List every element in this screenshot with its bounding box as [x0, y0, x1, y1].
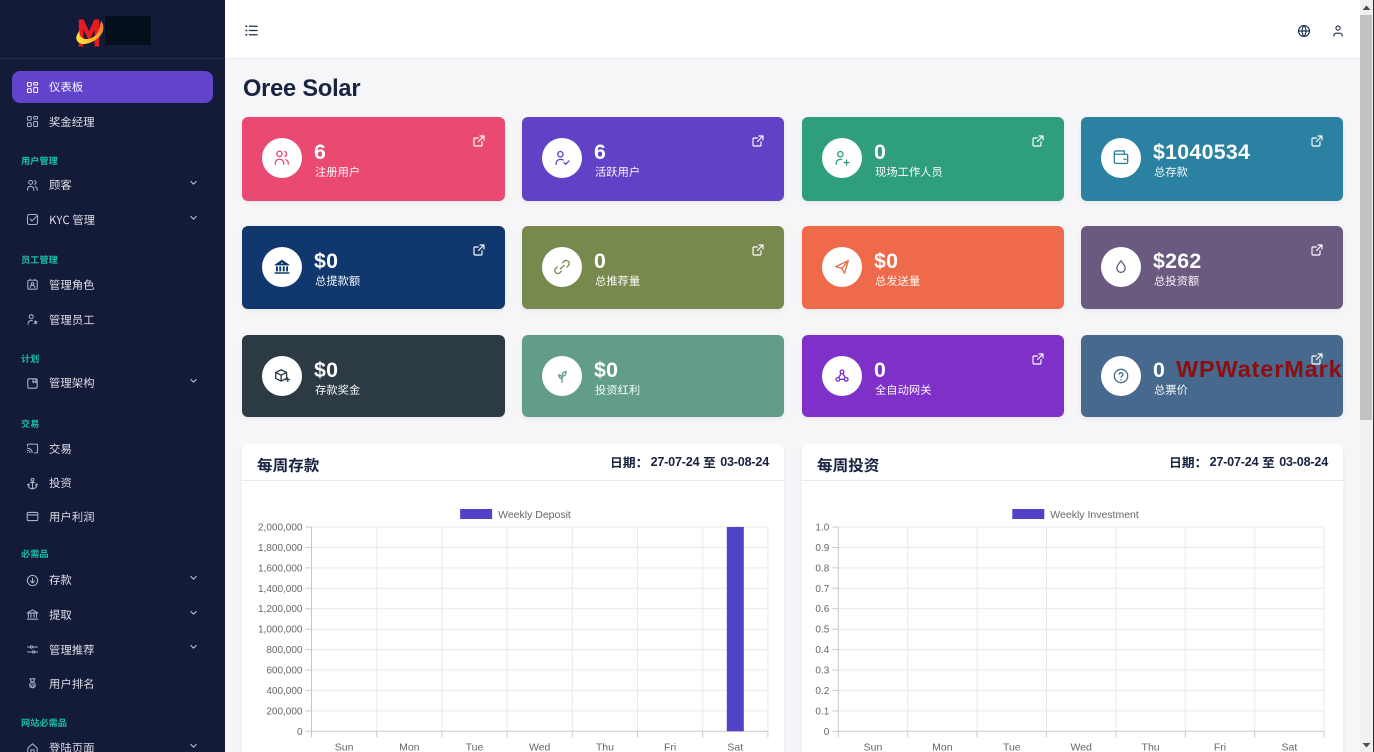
svg-text:Thu: Thu	[596, 741, 614, 752]
svg-text:Weekly Investment: Weekly Investment	[1050, 509, 1139, 521]
svg-text:2,000,000: 2,000,000	[258, 523, 303, 534]
svg-text:1,800,000: 1,800,000	[258, 543, 303, 554]
svg-text:1,600,000: 1,600,000	[258, 563, 303, 574]
svg-text:1.0: 1.0	[815, 523, 829, 534]
svg-text:0: 0	[824, 727, 830, 738]
svg-text:Sun: Sun	[864, 741, 883, 752]
svg-text:600,000: 600,000	[266, 666, 303, 677]
svg-text:Sat: Sat	[1282, 741, 1298, 752]
svg-text:Sun: Sun	[335, 741, 354, 752]
svg-text:Wed: Wed	[529, 741, 551, 752]
svg-text:0.3: 0.3	[815, 666, 829, 677]
svg-text:Sat: Sat	[727, 741, 743, 752]
svg-text:1,200,000: 1,200,000	[258, 604, 303, 615]
svg-text:Mon: Mon	[932, 741, 953, 752]
svg-text:1,400,000: 1,400,000	[258, 584, 303, 595]
svg-text:0.4: 0.4	[815, 645, 829, 656]
svg-text:Fri: Fri	[1214, 741, 1226, 752]
svg-text:400,000: 400,000	[266, 686, 303, 697]
svg-text:800,000: 800,000	[266, 645, 303, 656]
svg-text:0.6: 0.6	[815, 604, 829, 615]
svg-text:0.1: 0.1	[815, 706, 829, 717]
svg-text:Tue: Tue	[466, 741, 484, 752]
svg-text:Fri: Fri	[664, 741, 676, 752]
svg-text:0.8: 0.8	[815, 563, 829, 574]
svg-text:Mon: Mon	[399, 741, 420, 752]
svg-text:0.9: 0.9	[815, 543, 829, 554]
svg-text:0.7: 0.7	[815, 584, 829, 595]
svg-text:Tue: Tue	[1003, 741, 1021, 752]
svg-text:Wed: Wed	[1070, 741, 1092, 752]
svg-text:0.2: 0.2	[815, 686, 829, 697]
svg-text:1,000,000: 1,000,000	[258, 625, 303, 636]
svg-text:0: 0	[297, 727, 303, 738]
svg-text:200,000: 200,000	[266, 706, 303, 717]
svg-text:0.5: 0.5	[815, 625, 829, 636]
svg-text:Thu: Thu	[1142, 741, 1160, 752]
svg-text:Weekly Deposit: Weekly Deposit	[498, 509, 571, 521]
